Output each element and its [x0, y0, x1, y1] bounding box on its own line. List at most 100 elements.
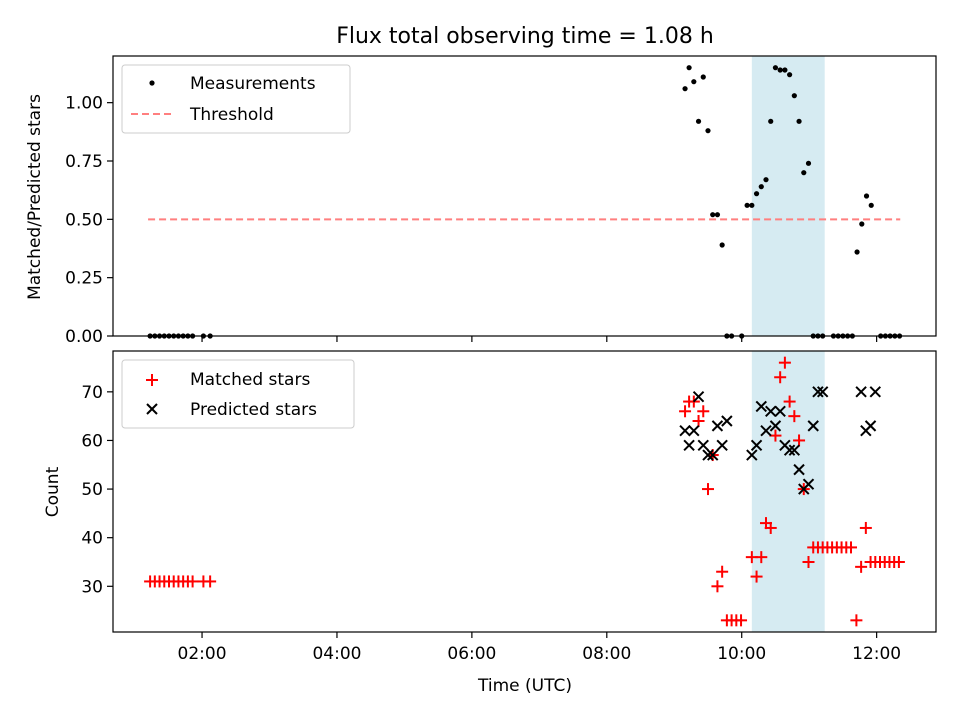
x-tick-label: 10:00	[717, 644, 766, 664]
predicted-star-point	[783, 444, 796, 456]
matched-star-point	[850, 614, 863, 627]
measurement-point	[801, 170, 807, 176]
bottom-axes-frame	[112, 350, 937, 633]
predicted-star-point	[716, 439, 728, 452]
top-y-ticks: 0.00 0.25 0.50 0.75 1.00	[65, 94, 113, 347]
matched-star-point	[692, 415, 705, 428]
measurement-point	[686, 65, 692, 71]
predicted-star-point	[711, 420, 724, 432]
bottom-legend: Matched stars Predicted stars	[121, 359, 355, 429]
measurement-point	[753, 191, 760, 197]
bottom-y-axis-label: Count	[43, 466, 63, 517]
measurement-point	[719, 242, 725, 248]
predicted-star-point	[707, 449, 719, 461]
measurement-point	[777, 67, 783, 73]
measurement-point	[768, 118, 774, 124]
predicted-star-point	[750, 439, 763, 452]
top-panel: 0.00 0.25 0.50 0.75 1.00 Matched/Predicted s…	[25, 55, 937, 347]
legend-measurements-label: Measurements	[190, 74, 316, 94]
matched-star-point	[855, 560, 868, 573]
measurement-point	[854, 249, 860, 255]
bottom-y-tick-label: 30	[81, 577, 103, 597]
matched-star-points	[144, 356, 905, 627]
measurement-point	[714, 212, 721, 218]
predicted-star-point	[788, 444, 801, 456]
predicted-star-point	[793, 463, 805, 476]
bottom-legend-box	[121, 359, 355, 429]
measurement-point	[758, 184, 764, 190]
predicted-star-point	[746, 449, 758, 461]
predicted-star-point	[688, 425, 700, 437]
predicted-star-point	[807, 420, 819, 432]
top-legend: Measurements Threshold	[121, 64, 351, 134]
matched-star-point	[764, 521, 777, 534]
measurement-point	[700, 74, 706, 80]
predicted-star-point	[697, 439, 709, 452]
bottom-y-tick-label: 40	[81, 529, 103, 549]
legend-matched-marker	[146, 374, 158, 386]
measurement-point	[695, 118, 702, 124]
measurement-point	[796, 118, 802, 124]
measurement-points	[147, 65, 903, 339]
measurement-point	[682, 86, 688, 92]
bottom-panel: 30 40 50 60 70 02:00 04:00 06:00 08:00 10:00 12:0…	[43, 350, 937, 696]
predicted-star-point	[855, 386, 867, 398]
matched-star-point	[892, 555, 905, 568]
matched-star-point	[750, 570, 763, 583]
measurement-point	[772, 65, 779, 71]
bottom-y-tick-label: 70	[81, 383, 103, 403]
measurement-point	[791, 93, 797, 99]
predicted-star-point	[864, 420, 877, 432]
matched-star-point	[679, 405, 692, 418]
x-tick-label: 08:00	[582, 644, 631, 664]
matched-star-point	[845, 541, 858, 554]
predicted-star-point	[721, 415, 733, 427]
top-x-ticks	[201, 336, 878, 342]
matched-star-point	[711, 580, 724, 593]
predicted-star-points	[679, 386, 881, 495]
predicted-star-point	[774, 405, 786, 417]
predicted-star-point	[802, 478, 815, 490]
predicted-star-point	[760, 425, 772, 437]
matched-star-point	[778, 356, 791, 369]
predicted-star-point	[816, 386, 829, 398]
top-axes-frame	[112, 55, 937, 337]
matched-star-point	[788, 410, 801, 423]
legend-threshold-label: Threshold	[189, 105, 274, 125]
measurement-point	[787, 72, 793, 78]
measurement-point	[763, 177, 769, 183]
predicted-star-point	[683, 439, 695, 452]
x-tick-label: 02:00	[178, 644, 227, 664]
measurement-point	[868, 202, 874, 208]
bottom-observing-span	[751, 351, 825, 632]
bottom-y-tick-label: 50	[81, 480, 103, 500]
matched-star-point	[186, 575, 199, 588]
top-y-axis-label: Matched/Predicted stars	[25, 94, 45, 300]
matched-star-point	[769, 429, 782, 442]
top-observing-span	[751, 56, 825, 336]
chart-title: Flux total observing time = 1.08 h	[336, 24, 714, 49]
measurement-point	[705, 128, 711, 134]
measurement-point	[863, 193, 870, 199]
x-tick-label: 12:00	[852, 644, 901, 664]
predicted-star-point	[702, 449, 714, 461]
x-axis-label: Time (UTC)	[477, 676, 572, 696]
matched-star-point	[204, 575, 217, 588]
measurement-point	[691, 79, 697, 85]
top-y-tick-label: 0.75	[65, 152, 103, 172]
top-y-tick-label: 0.25	[65, 269, 103, 289]
bottom-x-ticks: 02:00 04:00 06:00 08:00 10:00 12:00	[178, 632, 901, 664]
top-y-tick-label: 1.00	[65, 94, 103, 114]
top-y-tick-label: 0.50	[65, 210, 103, 230]
predicted-star-point	[755, 400, 767, 413]
legend-matched-label: Matched stars	[190, 370, 310, 390]
measurement-point	[782, 67, 788, 73]
matched-star-point	[697, 405, 710, 418]
x-tick-label: 04:00	[312, 644, 361, 664]
matched-star-point	[735, 614, 748, 627]
legend-predicted-label: Predicted stars	[190, 400, 317, 420]
bottom-y-tick-label: 60	[81, 431, 103, 451]
bottom-y-ticks: 30 40 50 60 70	[81, 383, 113, 597]
matched-star-point	[716, 565, 729, 578]
